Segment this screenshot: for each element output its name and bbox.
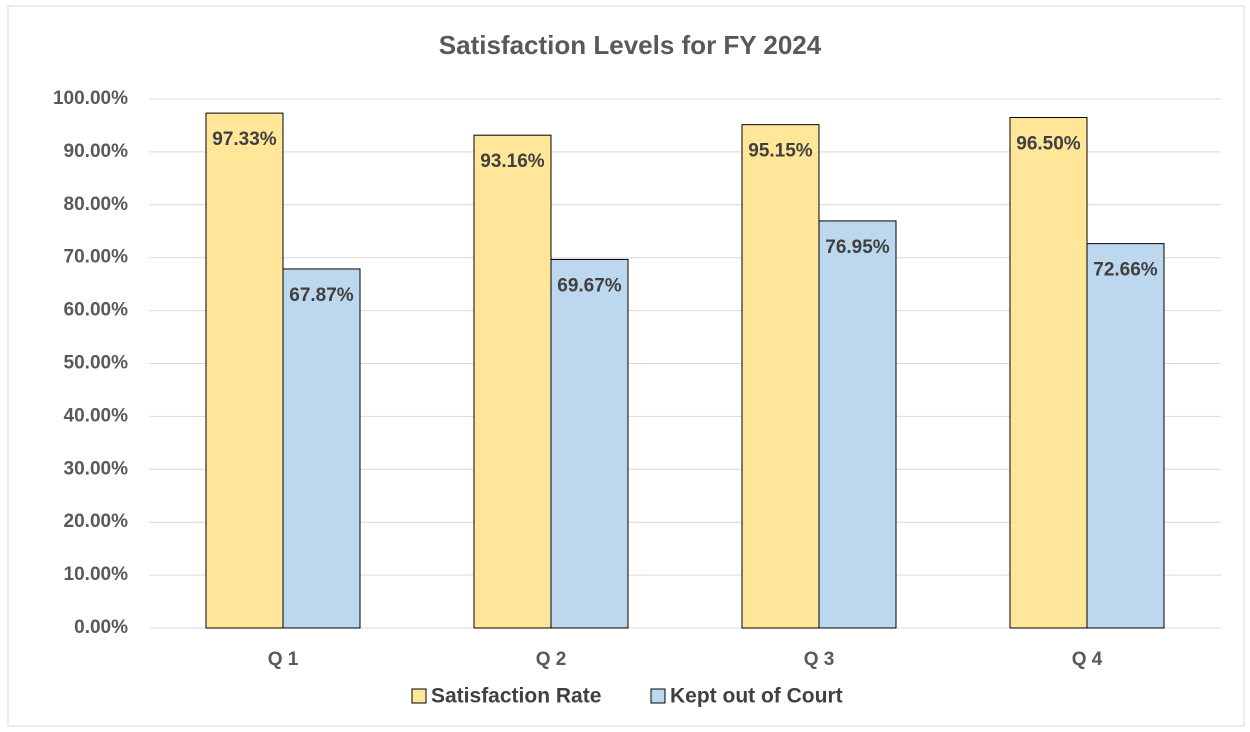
bar [205,112,284,629]
chart-title: Satisfaction Levels for FY 2024 [439,30,822,60]
legend-label: Satisfaction Rate [431,685,601,708]
y-tick-label: 0.00% [74,617,128,638]
data-label: 72.66% [1093,260,1158,281]
bar [473,134,552,629]
x-tick-label: Q 3 [804,649,835,670]
y-tick-label: 80.00% [64,194,129,215]
legend-swatch [411,688,427,704]
x-tick-label: Q 2 [536,649,567,670]
y-tick-label: 40.00% [64,405,129,426]
x-tick-label: Q 1 [268,649,299,670]
bar [1086,243,1165,629]
legend-swatch [650,688,666,704]
data-label: 96.50% [1016,134,1081,155]
x-tick-label: Q 4 [1072,649,1103,670]
legend-label: Kept out of Court [670,685,843,708]
bar [818,220,897,629]
y-tick-label: 90.00% [64,141,129,162]
y-tick-label: 60.00% [64,300,129,321]
data-label: 97.33% [212,129,277,150]
y-tick-label: 10.00% [64,564,129,585]
y-tick-label: 50.00% [64,353,129,374]
y-tick-label: 20.00% [64,511,129,532]
bar [1009,117,1088,629]
y-tick-label: 30.00% [64,458,129,479]
data-label: 95.15% [748,141,813,162]
data-label: 93.16% [480,151,545,172]
data-label: 69.67% [557,275,622,296]
y-tick-label: 100.00% [53,88,128,109]
bar [282,268,361,629]
data-label: 67.87% [289,285,354,306]
y-tick-label: 70.00% [64,247,129,268]
bar [550,258,629,629]
data-label: 76.95% [825,237,890,258]
bar [741,124,820,629]
